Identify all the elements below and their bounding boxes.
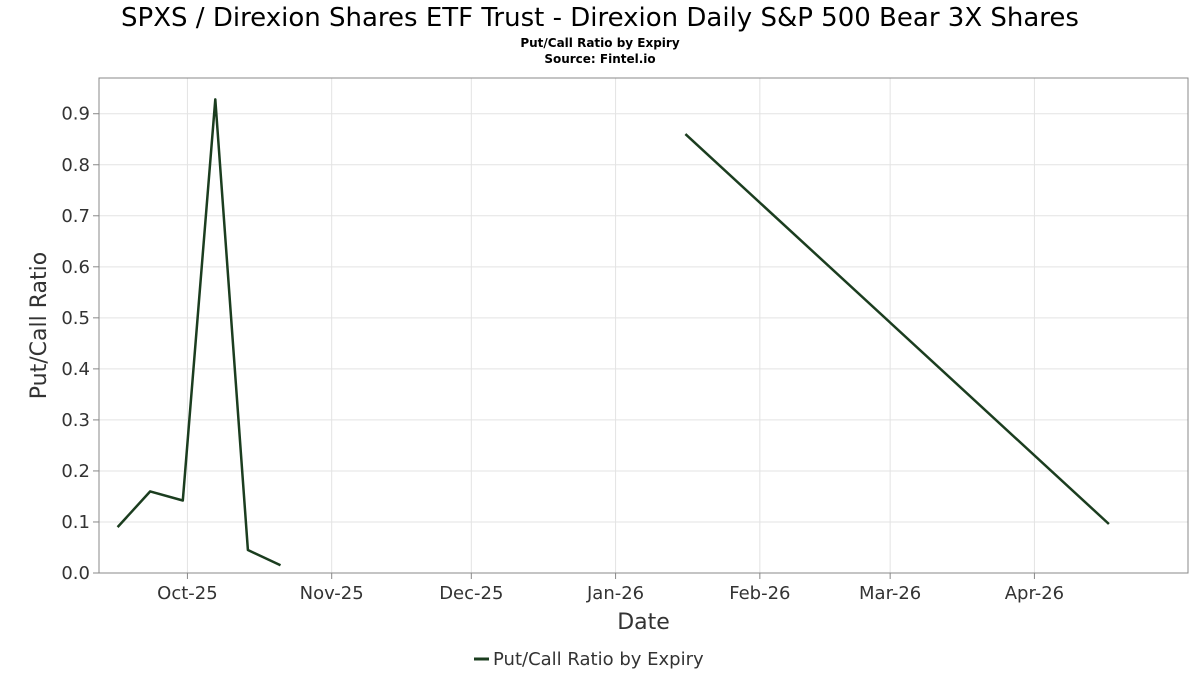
y-tick-label: 0.1 bbox=[61, 512, 90, 533]
chart-source: Source: Fintel.io bbox=[544, 52, 656, 66]
x-tick-label: Dec-25 bbox=[439, 583, 503, 604]
series-layer bbox=[116, 98, 1110, 567]
y-tick-label: 0.9 bbox=[61, 104, 90, 125]
y-tick-label: 0.8 bbox=[61, 155, 90, 176]
x-axis-label: Date bbox=[617, 610, 670, 635]
y-tick-label: 0.3 bbox=[61, 410, 90, 431]
x-tick-label: Feb-26 bbox=[729, 583, 790, 604]
y-tick-label: 0.7 bbox=[61, 206, 90, 227]
y-tick-label: 0.4 bbox=[61, 359, 90, 380]
x-axis-ticks: Oct-25 Nov-25 Dec-25 Jan-26 Feb-26 Mar-26 Apr-… bbox=[157, 573, 1064, 604]
y-tick-label: 0.6 bbox=[61, 257, 90, 278]
y-tick-label: 0.0 bbox=[61, 563, 90, 584]
series-line bbox=[116, 98, 282, 567]
chart-subtitle: Put/Call Ratio by Expiry bbox=[520, 36, 680, 50]
x-tick-label: Mar-26 bbox=[859, 583, 921, 604]
x-tick-label: Nov-25 bbox=[300, 583, 364, 604]
chart-title: SPXS / Direxion Shares ETF Trust - Direx… bbox=[121, 3, 1079, 33]
y-tick-label: 0.5 bbox=[61, 308, 90, 329]
x-tick-label: Jan-26 bbox=[586, 583, 644, 604]
legend-label: Put/Call Ratio by Expiry bbox=[493, 649, 704, 670]
y-tick-label: 0.2 bbox=[61, 461, 90, 482]
grid-lines bbox=[99, 78, 1188, 574]
plot-area bbox=[98, 77, 1189, 574]
series-line bbox=[684, 133, 1110, 525]
legend: Put/Call Ratio by Expiry bbox=[474, 649, 704, 670]
x-tick-label: Oct-25 bbox=[157, 583, 218, 604]
y-axis-ticks: 0.0 0.1 0.2 0.3 0.4 0.5 0.6 0.7 0.8 0.9 bbox=[61, 104, 99, 584]
y-axis-label: Put/Call Ratio bbox=[27, 252, 52, 399]
x-tick-label: Apr-26 bbox=[1005, 583, 1064, 604]
